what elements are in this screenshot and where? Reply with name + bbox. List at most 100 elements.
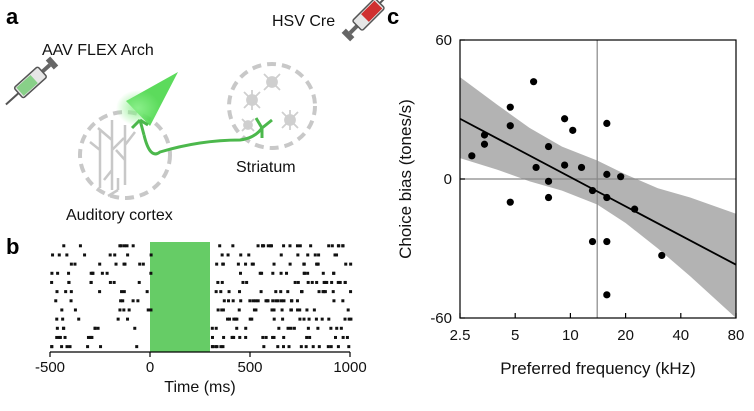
data-point — [588, 237, 597, 246]
raster-plot: -500 0 500 1000 Time (ms) — [35, 242, 367, 396]
spike — [264, 335, 268, 339]
spike — [266, 244, 270, 248]
spike — [260, 271, 264, 275]
spike — [271, 271, 275, 275]
data-point — [603, 119, 611, 127]
spike — [286, 290, 290, 294]
spike — [146, 308, 150, 312]
spike — [121, 299, 125, 303]
spike — [289, 299, 293, 303]
scatter-plot: 2.5 5 10 20 40 80 -60 0 60 Preferred frequency … — [396, 32, 744, 378]
spike — [276, 345, 280, 349]
scatter-x-tick-label: 40 — [672, 327, 689, 344]
spike — [60, 345, 64, 349]
spike — [277, 326, 281, 330]
spike — [126, 253, 130, 257]
spike — [61, 326, 65, 330]
spike — [316, 262, 320, 266]
spike — [248, 299, 252, 303]
spike — [279, 271, 283, 275]
data-points — [468, 78, 666, 299]
spike — [69, 290, 73, 294]
spike — [220, 308, 224, 312]
spike — [299, 345, 303, 349]
spike — [221, 262, 225, 266]
spike — [339, 326, 343, 330]
spike — [54, 299, 58, 303]
spike — [214, 326, 218, 330]
spike — [289, 308, 293, 312]
data-point — [603, 291, 611, 299]
spike — [245, 280, 249, 284]
spike — [228, 317, 232, 321]
spike — [227, 299, 231, 303]
spike — [138, 262, 142, 266]
panel-a-letter: a — [6, 4, 19, 29]
spike — [288, 244, 292, 248]
spike — [125, 244, 129, 248]
spike — [69, 299, 73, 303]
spike — [317, 253, 321, 257]
spike — [78, 244, 82, 248]
spike — [65, 345, 69, 349]
spike — [57, 335, 61, 339]
spike — [332, 299, 336, 303]
spike — [282, 244, 286, 248]
spike — [251, 299, 255, 303]
spike — [215, 345, 219, 349]
spike — [236, 262, 240, 266]
hsv-syringe-icon — [341, 0, 393, 42]
spike — [299, 290, 303, 294]
spike — [231, 244, 235, 248]
spike — [221, 345, 225, 349]
spike — [280, 308, 284, 312]
spike — [314, 317, 318, 321]
spike — [65, 253, 69, 257]
spike — [118, 308, 122, 312]
spike — [336, 244, 340, 248]
spike — [61, 317, 65, 321]
spike — [329, 345, 333, 349]
spike — [285, 271, 289, 275]
spike — [276, 299, 280, 303]
spike — [60, 308, 64, 312]
spike — [320, 317, 324, 321]
spike — [274, 299, 278, 303]
spike — [218, 244, 222, 248]
striatum-outline — [227, 62, 317, 150]
scatter-y-tick-label: 60 — [435, 32, 452, 49]
spike — [347, 345, 351, 349]
spike — [108, 253, 112, 257]
auditory-cortex-outline — [78, 110, 172, 200]
spike — [281, 345, 285, 349]
spike — [331, 290, 335, 294]
data-point — [544, 193, 553, 202]
aav-syringe-icon — [5, 56, 59, 106]
spike — [282, 299, 286, 303]
spike — [67, 280, 71, 284]
spike — [62, 244, 66, 248]
spike — [281, 317, 285, 321]
spike — [272, 308, 276, 312]
spike — [105, 271, 109, 275]
spike — [98, 262, 102, 266]
spike — [254, 299, 258, 303]
spike — [56, 271, 60, 275]
spike — [136, 299, 140, 303]
spike — [333, 253, 337, 257]
spike — [68, 345, 72, 349]
spike — [308, 335, 312, 339]
raster-tick-label: 500 — [237, 359, 262, 376]
spike — [145, 290, 149, 294]
spike — [312, 308, 316, 312]
spike — [113, 253, 117, 257]
spike — [296, 280, 300, 284]
data-point — [544, 142, 553, 151]
spike — [256, 299, 260, 303]
data-point — [658, 251, 666, 260]
spike — [269, 244, 273, 248]
spike — [341, 335, 345, 339]
spike — [55, 290, 59, 294]
spike — [244, 262, 248, 266]
spike — [50, 280, 54, 284]
